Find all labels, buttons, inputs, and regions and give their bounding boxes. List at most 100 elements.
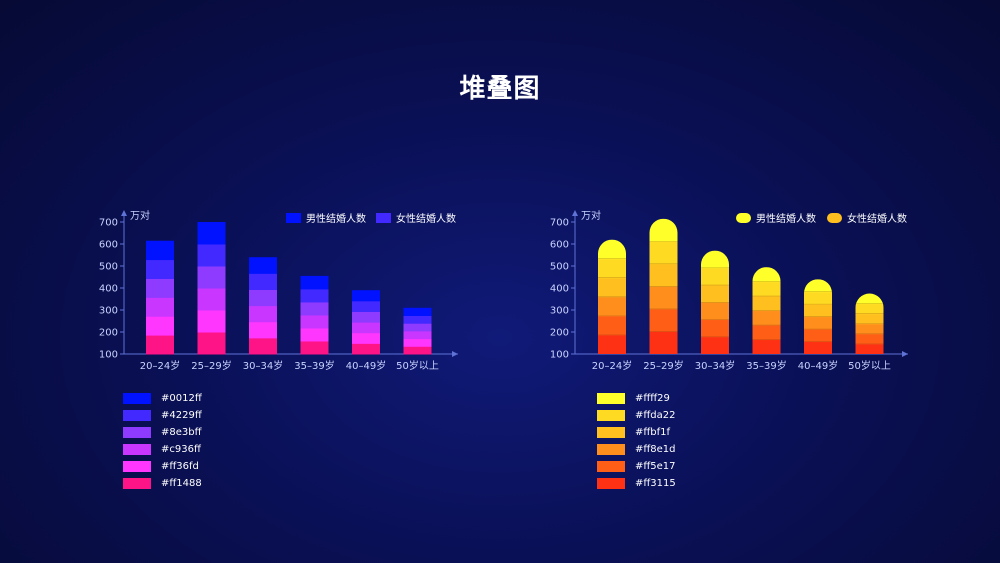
bar-segment: [598, 277, 626, 298]
color-swatch-row: #ffda22: [597, 407, 676, 424]
color-swatch-row: #ffbf1f: [597, 424, 676, 441]
x-tick-label: 30–34岁: [243, 359, 283, 372]
bar-segment: [804, 304, 832, 318]
bar-segment: [598, 296, 626, 317]
bar-segment: [249, 305, 277, 323]
color-swatch-row: #ff3115: [597, 475, 676, 492]
x-tick-label: 35–39岁: [746, 359, 786, 372]
color-hex-label: #4229ff: [161, 410, 202, 421]
y-axis-arrow: [121, 210, 127, 216]
color-chip: [123, 393, 151, 404]
x-tick-label: 25–29岁: [643, 359, 683, 372]
color-chip: [597, 427, 625, 438]
y-tick-label: 100: [99, 350, 118, 361]
bar-segment: [300, 275, 329, 290]
stacked-bar: [701, 250, 729, 354]
bar-segment: [249, 289, 277, 307]
x-tick-label: 40–49岁: [798, 359, 838, 372]
color-chip: [597, 393, 625, 404]
bar-segment: [403, 346, 432, 355]
color-hex-label: #ffbf1f: [635, 427, 671, 438]
bar-segment: [249, 257, 277, 274]
bar-segment: [752, 339, 781, 354]
color-hex-label: #ff5e17: [635, 461, 676, 472]
bar-segment: [197, 244, 226, 267]
color-swatch-row: #ffff29: [597, 390, 676, 407]
bar-segment: [649, 286, 678, 310]
color-chip: [123, 410, 151, 421]
color-hex-label: #8e3bff: [161, 427, 202, 438]
bar-segment: [403, 338, 432, 347]
stacked-bar-chart-right: 万对 100 200 300 400 500 600 700 20–24岁 25–29岁 30–34…: [550, 209, 908, 372]
color-swatch-row: #ff1488: [123, 475, 202, 492]
stacked-bar: [403, 307, 432, 355]
y-tick-label: 100: [550, 350, 569, 361]
bar-segment: [752, 267, 781, 283]
bar-segment: [197, 310, 226, 333]
bar-segment: [352, 300, 380, 312]
bar-segment: [701, 267, 729, 286]
bar-segment: [752, 310, 781, 326]
y-tick-label: 600: [99, 240, 118, 251]
bar-segment: [752, 281, 781, 297]
bar-segment: [403, 315, 432, 324]
legend-swatch: [286, 213, 301, 223]
bar-segment: [352, 290, 380, 302]
bar-segment: [855, 293, 884, 305]
x-tick-label: 50岁以上: [396, 359, 439, 372]
color-swatch-list-right: #ffff29 #ffda22 #ffbf1f #ff8e1d #ff5e17 #ff31…: [597, 390, 676, 492]
y-tick-label: 200: [99, 328, 118, 339]
color-swatch-row: #ff36fd: [123, 458, 202, 475]
bar-segment: [146, 335, 174, 355]
bar-segment: [649, 308, 678, 332]
legend-label: 男性结婚人数: [756, 212, 816, 225]
color-chip: [597, 461, 625, 472]
legend-swatch: [736, 213, 751, 223]
bar-segment: [403, 307, 432, 316]
bar-segment: [352, 343, 380, 355]
x-axis-arrow: [452, 351, 458, 357]
bar-segment: [701, 250, 729, 269]
bar-segment: [300, 288, 329, 303]
color-swatch-list-left: #0012ff #4229ff #8e3bff #c936ff #ff36fd #ff14…: [123, 390, 202, 492]
x-tick-label: 40–49岁: [346, 359, 386, 372]
legend-label: 女性结婚人数: [847, 212, 907, 225]
bar-segment: [701, 319, 729, 338]
color-chip: [597, 444, 625, 455]
bar-segment: [146, 297, 174, 317]
bar-segment: [804, 341, 832, 354]
color-hex-label: #ff8e1d: [635, 444, 676, 455]
bar-segment: [855, 343, 884, 354]
color-swatch-row: #c936ff: [123, 441, 202, 458]
y-tick-label: 400: [99, 284, 118, 295]
bar-segment: [855, 313, 884, 325]
bar-segment: [752, 296, 781, 312]
color-swatch-row: #8e3bff: [123, 424, 202, 441]
y-tick-label: 400: [550, 284, 569, 295]
bar-segment: [598, 239, 626, 260]
bar-segment: [403, 330, 432, 340]
color-chip: [123, 444, 151, 455]
bar-segment: [598, 258, 626, 279]
y-tick-label: 700: [99, 218, 118, 229]
color-swatch-row: #0012ff: [123, 390, 202, 407]
stacked-bar: [146, 240, 174, 355]
bar-segment: [649, 331, 678, 354]
stacked-bar: [752, 267, 781, 354]
x-axis-arrow: [902, 351, 908, 357]
color-hex-label: #0012ff: [161, 393, 202, 404]
x-tick-label: 35–39岁: [294, 359, 334, 372]
stacked-bar: [300, 275, 329, 355]
bar-segment: [197, 266, 226, 289]
stacked-bar: [197, 222, 226, 355]
bar-segment: [249, 337, 277, 355]
x-tick-label: 20–24岁: [140, 359, 180, 372]
y-tick-label: 300: [550, 306, 569, 317]
bar-segment: [855, 333, 884, 345]
stacked-bar-chart-left: 万对 100 200 300 400 500 600 700 20–24岁 25–29岁 30–34…: [99, 209, 458, 372]
color-chip: [123, 461, 151, 472]
bar-segment: [300, 327, 329, 342]
color-hex-label: #ff3115: [635, 478, 676, 489]
bar-segment: [197, 222, 226, 245]
stacked-bar: [649, 218, 678, 354]
